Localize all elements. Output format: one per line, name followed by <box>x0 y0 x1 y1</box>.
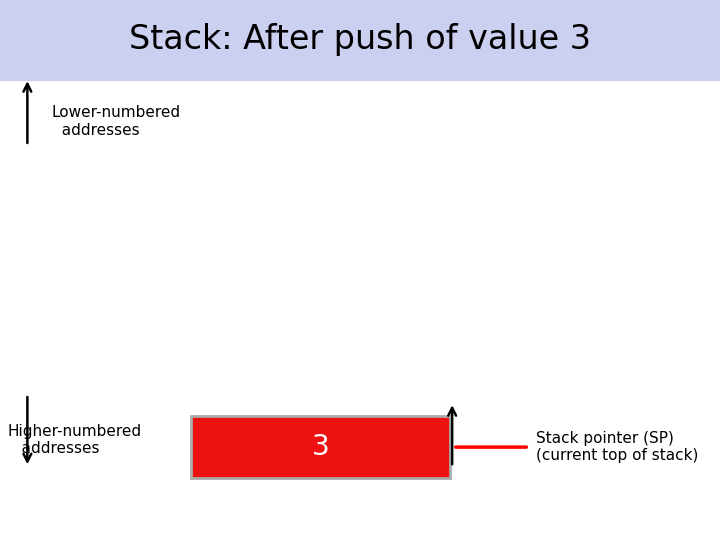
Text: Lower-numbered
  addresses: Lower-numbered addresses <box>52 105 181 138</box>
Text: Stack: After push of value 3: Stack: After push of value 3 <box>129 23 591 57</box>
Text: Higher-numbered
   addresses: Higher-numbered addresses <box>7 424 141 456</box>
Text: Stack pointer (SP)
(current top of stack): Stack pointer (SP) (current top of stack… <box>536 431 699 463</box>
Text: 3: 3 <box>312 433 329 461</box>
Bar <box>191 416 450 478</box>
Bar <box>0 0 720 80</box>
